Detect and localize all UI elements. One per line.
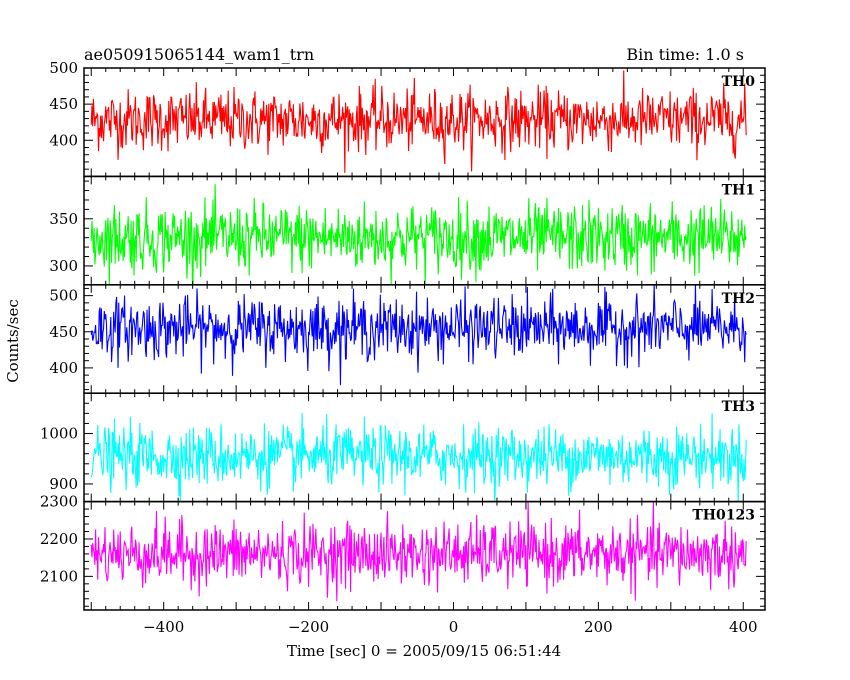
y-tick-label: 2200: [40, 530, 78, 548]
series-label-th0123: TH0123: [692, 508, 755, 524]
series-line-th0: [90, 70, 747, 173]
chart-title-right: Bin time: 1.0 s: [626, 45, 744, 64]
panel-th2: 400 450 500 TH2: [49, 284, 766, 394]
y-tick-label: 400: [49, 131, 78, 149]
panel-th3: 900 1000 TH3: [40, 392, 766, 503]
y-tick-label: 400: [49, 359, 78, 377]
series-label-th3: TH3: [722, 399, 755, 415]
x-tick-label: −200: [288, 618, 329, 636]
y-tick-label: 500: [49, 59, 78, 77]
chart-title-left: ae050915065144_wam1_trn: [84, 45, 314, 64]
x-tick-labels: −400 −200 0 200 400: [143, 618, 757, 636]
y-axis-title: Counts/sec: [4, 299, 22, 383]
y-tick-label: 450: [49, 323, 78, 341]
series-line-th2: [90, 284, 747, 386]
y-tick-label: 300: [49, 257, 78, 275]
series-label-th0: TH0: [722, 74, 756, 90]
x-tick-label: 400: [729, 618, 758, 636]
y-tick-label: 350: [49, 210, 78, 228]
panel-th0123: 2100 2200 2300 TH0123: [40, 493, 766, 611]
y-tick-label: 1000: [40, 425, 78, 443]
x-tick-label: −400: [143, 618, 184, 636]
series-label-th1: TH1: [722, 182, 755, 198]
series-line-th1: [90, 184, 747, 285]
y-tick-label: 2300: [40, 493, 78, 511]
y-tick-label: 900: [49, 475, 78, 493]
panels-group: 400 450 500 TH0 300 350 TH1 400 450 500 TH2 900 1000…: [40, 59, 766, 611]
x-axis-title: Time [sec] 0 = 2005/09/15 06:51:44: [287, 642, 561, 660]
series-label-th2: TH2: [722, 291, 755, 307]
x-tick-label: 200: [584, 618, 613, 636]
series-line-th0123: [90, 501, 747, 602]
y-tick-label: 500: [49, 287, 78, 305]
y-tick-label: 450: [49, 95, 78, 113]
panel-th1: 300 350 TH1: [49, 175, 766, 286]
y-tick-label: 2100: [40, 567, 78, 585]
x-tick-label: 0: [449, 618, 459, 636]
panel-th0: 400 450 500 TH0: [49, 59, 766, 178]
series-line-th3: [90, 412, 747, 502]
